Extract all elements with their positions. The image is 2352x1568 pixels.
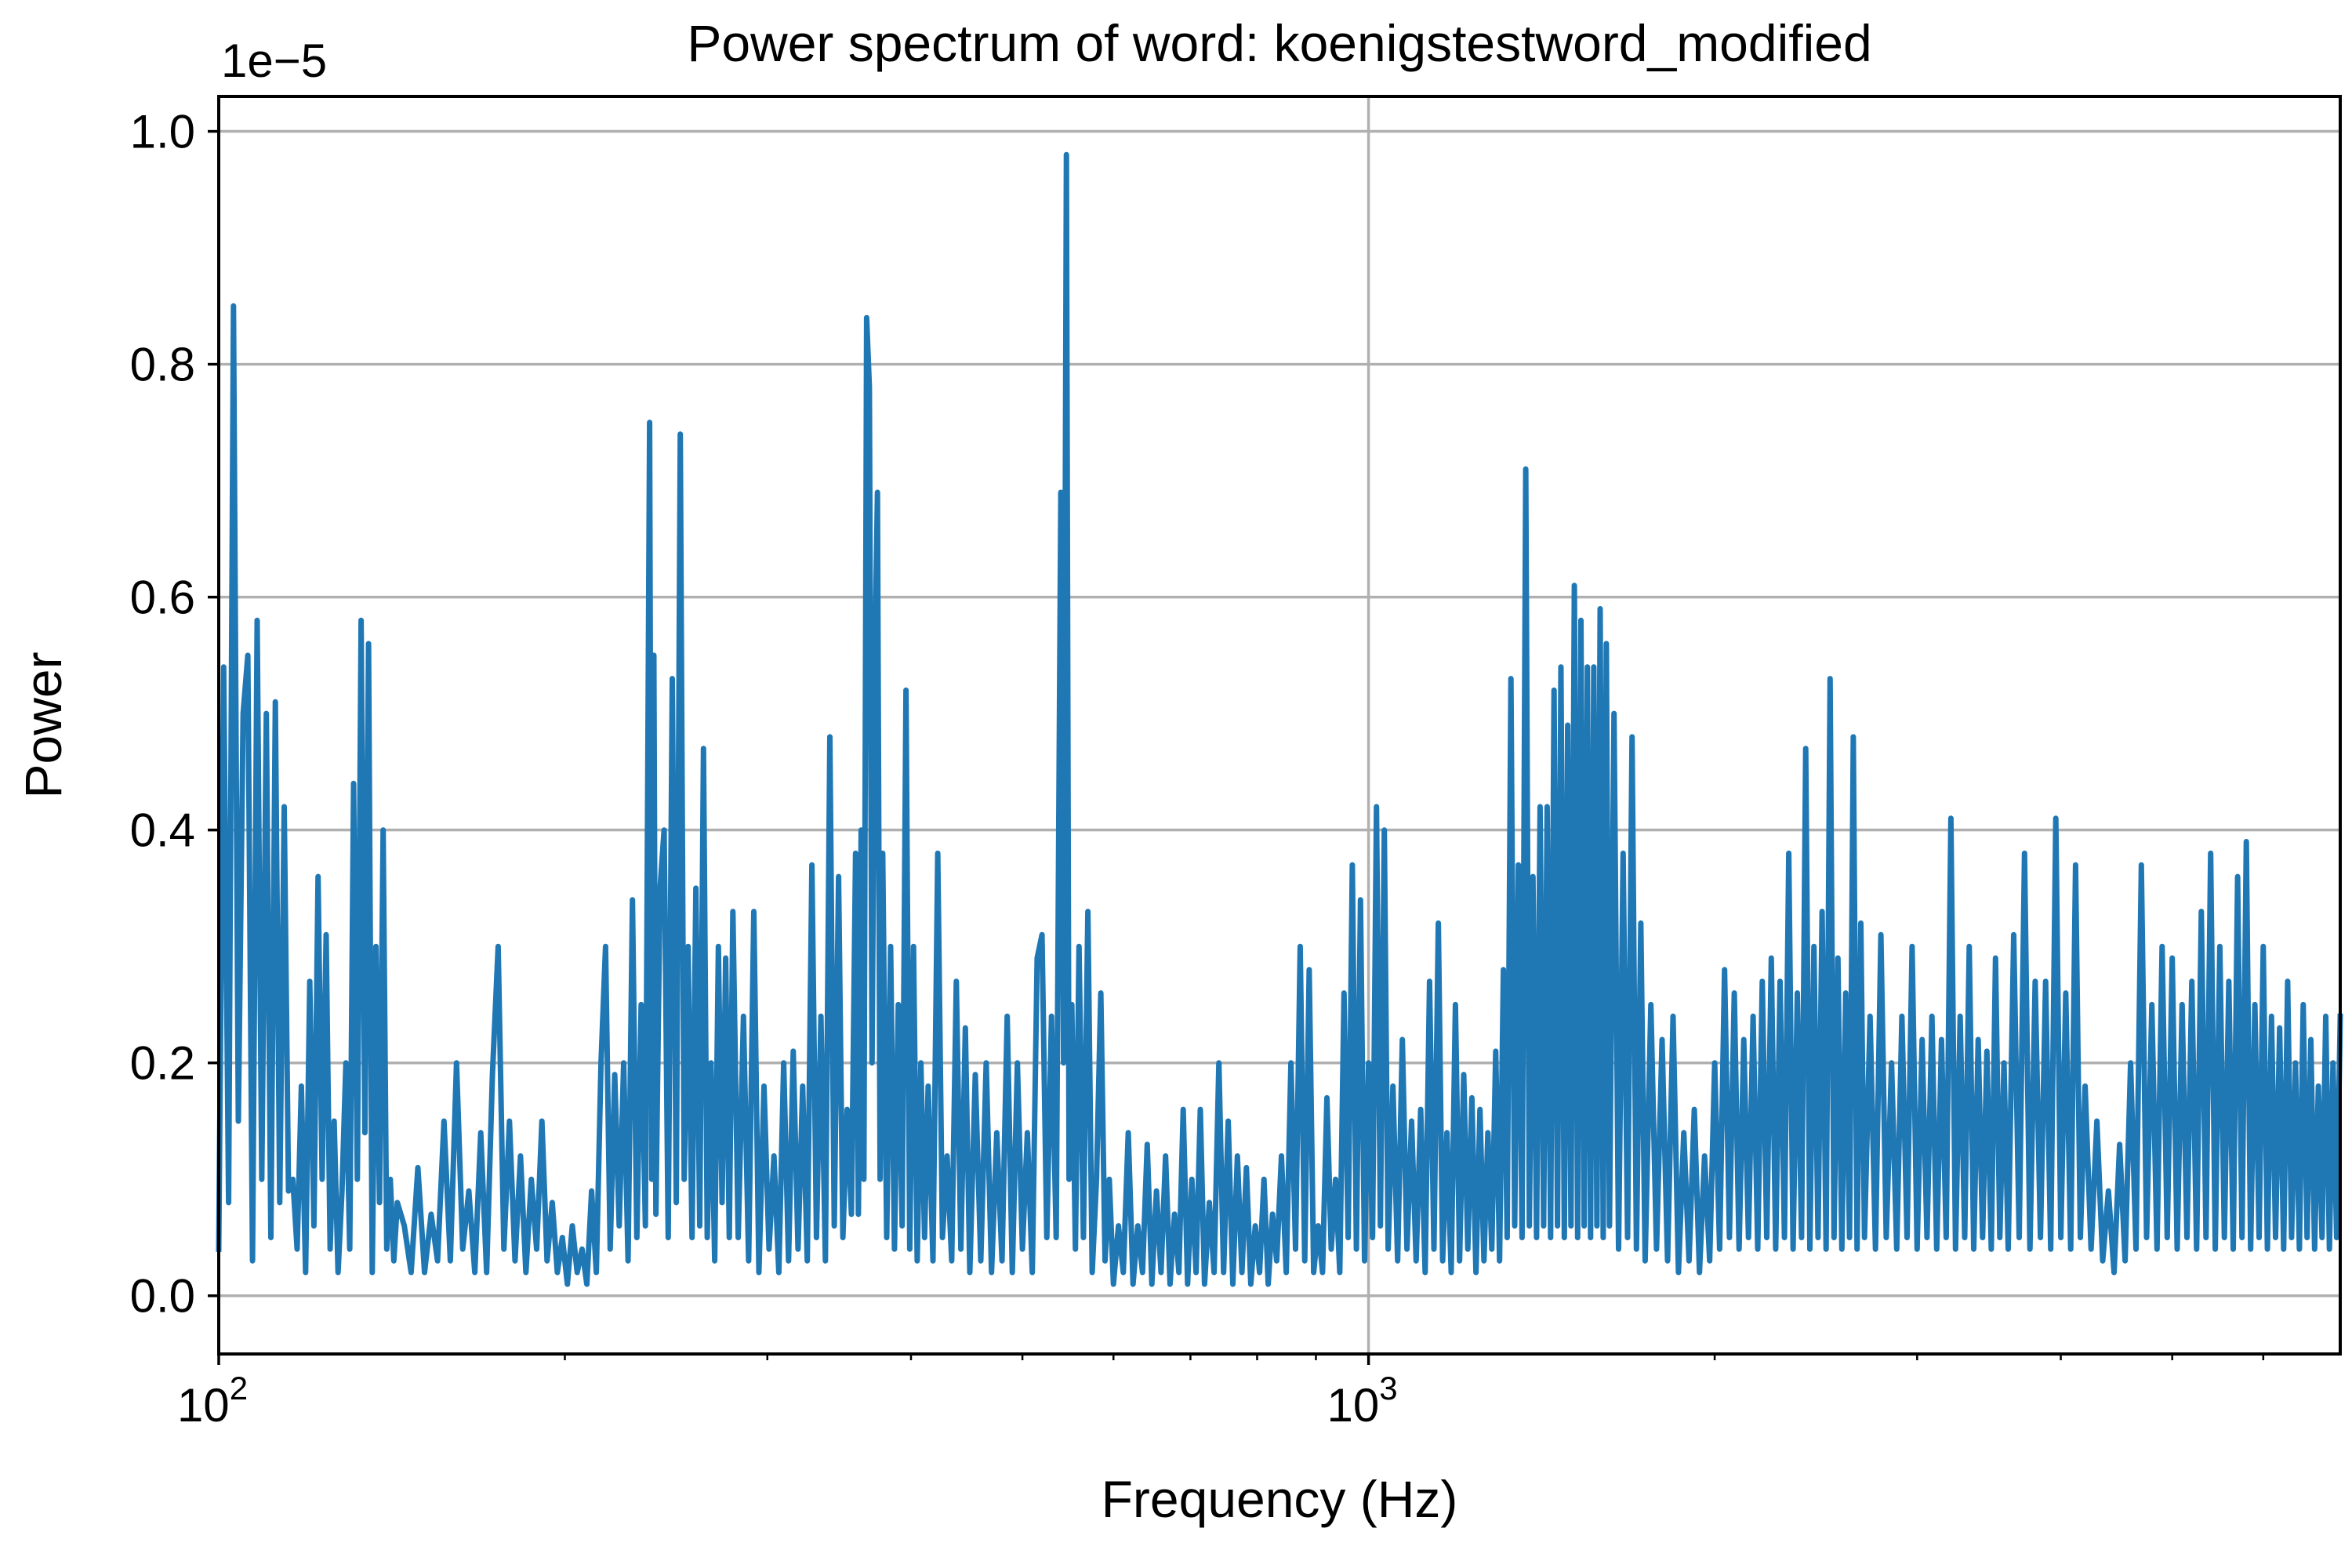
chart-title: Power spectrum of word: koenigstestword_… [687, 14, 1871, 72]
y-tick-label: 0.0 [130, 1270, 195, 1323]
series-group [216, 151, 2343, 1287]
y-tick-label: 0.4 [130, 804, 195, 857]
series-line [216, 151, 2343, 1287]
y-tick-label: 0.6 [130, 572, 195, 624]
x-tick-label-exponent: 3 [1379, 1370, 1397, 1406]
ticks [208, 129, 2265, 1365]
plot-frame [217, 95, 2342, 1356]
y-axis-label: Power [14, 652, 72, 798]
y-offset-text: 1e−5 [221, 34, 327, 87]
y-tick-label: 0.2 [130, 1037, 195, 1090]
x-tick-label-exponent: 2 [230, 1370, 248, 1406]
x-tick-label-base: 10 [1327, 1379, 1380, 1432]
y-tick-label: 1.0 [130, 106, 195, 158]
y-tick-label: 0.8 [130, 339, 195, 391]
x-tick-label: 103 [1327, 1370, 1398, 1432]
x-tick-label: 102 [177, 1370, 248, 1432]
x-axis-label: Frequency (Hz) [1102, 1470, 1458, 1528]
x-tick-label-base: 10 [177, 1379, 230, 1432]
